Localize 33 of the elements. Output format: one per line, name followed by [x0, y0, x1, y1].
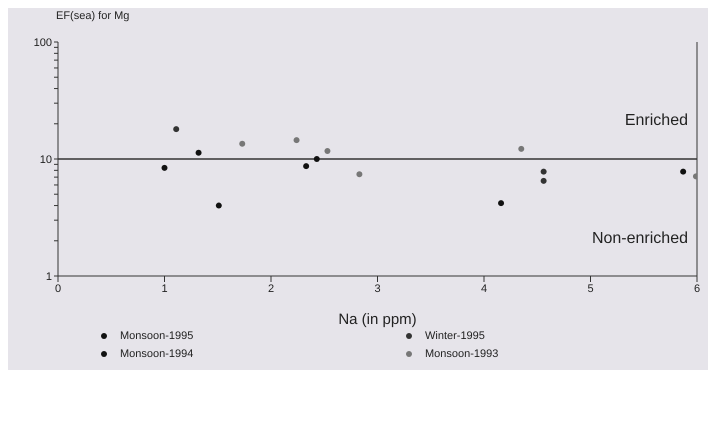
- point: [162, 164, 168, 171]
- x-tick-label: 5: [587, 282, 594, 295]
- point: [303, 163, 310, 170]
- y-tick-label: 1: [46, 270, 52, 283]
- legend-label: Monsoon-1995: [120, 330, 194, 342]
- point: [498, 200, 504, 206]
- y-tick-label: 100: [34, 36, 52, 49]
- x-tick-label: 2: [268, 282, 274, 295]
- x-axis-title: Na (in ppm): [338, 311, 417, 328]
- y-axis-title: EF(sea) for Mg: [56, 10, 130, 22]
- legend-label: Monsoon-1993: [425, 348, 498, 360]
- point: [356, 171, 362, 178]
- annotation: Enriched: [624, 112, 688, 130]
- point: [540, 168, 547, 175]
- x-tick-label: 4: [480, 282, 488, 295]
- point: [540, 178, 547, 184]
- point: [239, 140, 246, 147]
- annotation: Non-enriched: [592, 230, 688, 248]
- x-tick-label: 6: [694, 282, 700, 295]
- x-tick-label: 1: [161, 282, 168, 295]
- point: [680, 168, 686, 175]
- point: [518, 146, 524, 152]
- x-tick-label: 3: [374, 282, 381, 295]
- point: [196, 150, 202, 156]
- x-tick-label: 0: [54, 282, 62, 295]
- point: [314, 156, 320, 162]
- point: [324, 148, 330, 154]
- point: [294, 137, 300, 144]
- point: [216, 202, 222, 209]
- legend-label: Winter-1995: [425, 330, 485, 342]
- y-tick-label: 10: [40, 154, 52, 166]
- legend-label: Monsoon-1994: [120, 348, 194, 360]
- point: [173, 126, 180, 132]
